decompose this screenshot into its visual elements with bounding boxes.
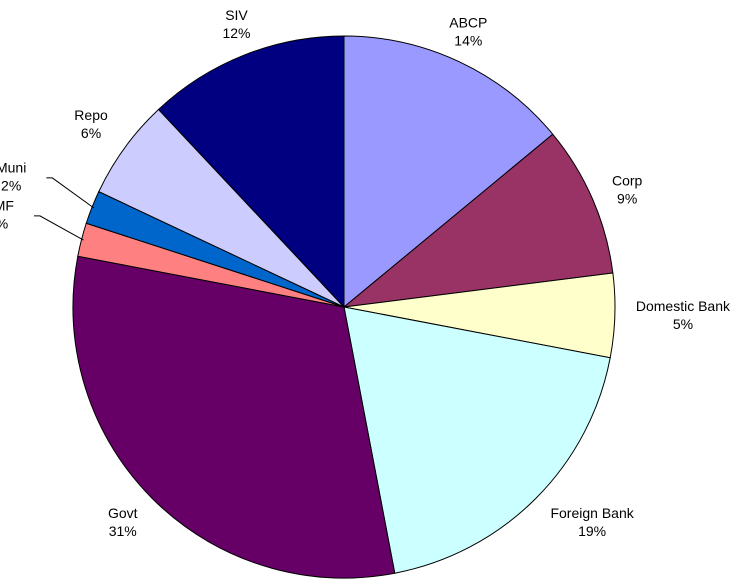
leader-line <box>46 177 95 209</box>
leader-line <box>33 215 84 241</box>
slice-value-label: 6% <box>81 125 101 141</box>
slice-label: Foreign Bank <box>550 505 634 521</box>
slice-value-label: 2% <box>0 216 8 232</box>
slice-label: SIV <box>225 7 248 23</box>
pie-slice <box>343 35 554 309</box>
slice-value-label: 31% <box>109 523 137 539</box>
slice-value-label: 9% <box>617 191 637 207</box>
slice-value-label: 19% <box>578 523 606 539</box>
slice-label: Govt <box>108 505 138 521</box>
slice-label: Muni <box>0 160 26 176</box>
slice-value-label: 2% <box>1 178 21 194</box>
pie-slice <box>157 35 345 309</box>
pie-slice <box>342 133 614 308</box>
pie-slice <box>343 306 611 574</box>
slice-label: Domestic Bank <box>636 298 731 314</box>
slice-value-label: 12% <box>222 25 250 41</box>
slice-label: MMF <box>0 198 14 214</box>
slice-label: Corp <box>612 173 643 189</box>
slice-label: Repo <box>74 107 108 123</box>
slice-value-label: 5% <box>673 316 693 332</box>
slice-value-label: 14% <box>454 32 482 48</box>
pie-slice <box>72 255 396 579</box>
slice-label: ABCP <box>449 14 487 30</box>
